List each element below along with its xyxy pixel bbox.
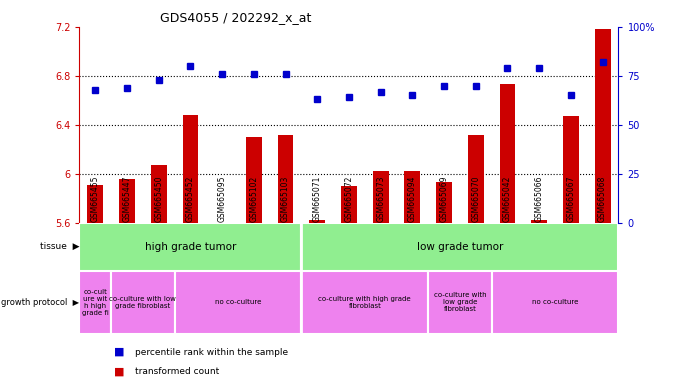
Text: low grade tumor: low grade tumor (417, 242, 503, 252)
Text: GDS4055 / 202292_x_at: GDS4055 / 202292_x_at (160, 11, 312, 24)
Bar (301, 271, 428, 334)
Text: GSM665452: GSM665452 (186, 175, 195, 222)
Text: percentile rank within the sample: percentile rank within the sample (135, 348, 288, 357)
Bar (301, 223, 618, 271)
Bar (175, 271, 301, 334)
Bar (87, 185, 103, 223)
Text: transformed count: transformed count (135, 367, 219, 376)
Bar (563, 116, 579, 223)
Bar (372, 171, 388, 223)
Text: GSM665066: GSM665066 (535, 175, 544, 222)
Text: growth protocol  ▶: growth protocol ▶ (1, 298, 79, 307)
Bar (404, 171, 420, 223)
Bar (151, 165, 167, 223)
Bar (341, 186, 357, 223)
Text: GSM665042: GSM665042 (503, 175, 512, 222)
Bar (79, 271, 111, 334)
Bar (468, 135, 484, 223)
Bar (79, 223, 301, 271)
Bar (428, 271, 491, 334)
Text: GSM665071: GSM665071 (313, 175, 322, 222)
Text: GSM665095: GSM665095 (218, 175, 227, 222)
Bar (246, 137, 262, 223)
Text: co-culture with low
grade fibroblast: co-culture with low grade fibroblast (109, 296, 176, 309)
Bar (310, 220, 325, 223)
Text: GSM665094: GSM665094 (408, 175, 417, 222)
Text: ■: ■ (114, 366, 124, 376)
Text: tissue  ▶: tissue ▶ (40, 242, 79, 251)
Text: no co-culture: no co-culture (215, 300, 261, 305)
Bar (182, 115, 198, 223)
Text: GSM665072: GSM665072 (344, 175, 354, 222)
Text: no co-culture: no co-culture (532, 300, 578, 305)
Text: GSM665447: GSM665447 (122, 175, 131, 222)
Bar (436, 182, 452, 223)
Text: GSM665070: GSM665070 (471, 175, 480, 222)
Text: GSM665103: GSM665103 (281, 175, 290, 222)
Bar (119, 179, 135, 223)
Bar (595, 29, 611, 223)
Text: ■: ■ (114, 347, 124, 357)
Text: co-culture with
low grade
fibroblast: co-culture with low grade fibroblast (434, 292, 486, 313)
Bar (531, 220, 547, 223)
Text: GSM665450: GSM665450 (154, 175, 163, 222)
Bar (500, 84, 515, 223)
Bar (491, 271, 618, 334)
Bar (111, 271, 175, 334)
Text: GSM665102: GSM665102 (249, 175, 258, 222)
Bar (278, 135, 294, 223)
Text: GSM665455: GSM665455 (91, 175, 100, 222)
Text: GSM665068: GSM665068 (598, 175, 607, 222)
Text: high grade tumor: high grade tumor (144, 242, 236, 252)
Text: GSM665067: GSM665067 (567, 175, 576, 222)
Text: GSM665069: GSM665069 (439, 175, 448, 222)
Text: co-cult
ure wit
h high
grade fi: co-cult ure wit h high grade fi (82, 289, 108, 316)
Text: GSM665073: GSM665073 (376, 175, 385, 222)
Text: co-culture with high grade
fibroblast: co-culture with high grade fibroblast (319, 296, 411, 309)
